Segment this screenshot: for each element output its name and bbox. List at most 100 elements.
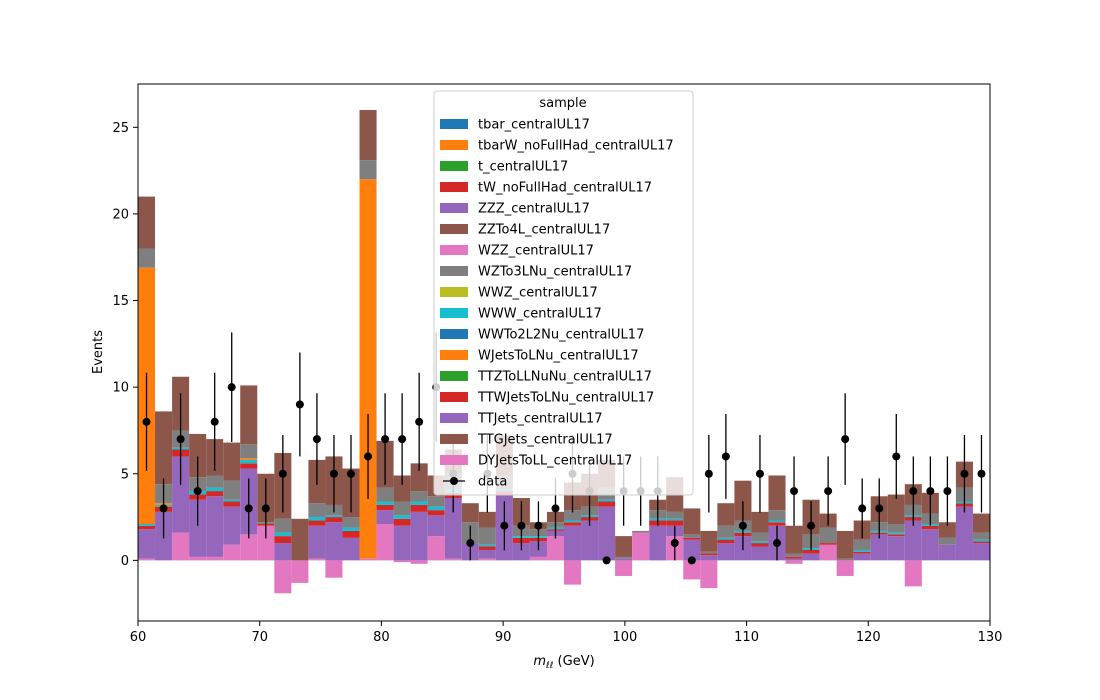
bar-segment-ttz bbox=[751, 541, 769, 544]
bar-segment-tt bbox=[410, 511, 428, 561]
bar-segment-tt bbox=[887, 536, 905, 561]
bar-segment-tt bbox=[138, 529, 156, 559]
bar-segment-wz bbox=[376, 487, 394, 502]
bar-segment-ttg bbox=[291, 518, 309, 561]
bar-segment-tt bbox=[904, 520, 922, 561]
x-tick-label: 70 bbox=[251, 630, 268, 645]
bar-segment-tt bbox=[564, 525, 582, 561]
data-point bbox=[500, 521, 509, 530]
data-point bbox=[755, 469, 764, 478]
bar-segment-wz bbox=[666, 511, 684, 519]
bar-segment-wjets bbox=[359, 179, 377, 559]
bar-segment-ttg bbox=[972, 513, 990, 533]
x-tick-label: 110 bbox=[734, 630, 759, 645]
bar-segment-ttg bbox=[836, 530, 854, 559]
bar-segment-tt bbox=[342, 537, 360, 561]
x-axis-label: mℓℓ (GeV) bbox=[533, 654, 594, 671]
data-point bbox=[210, 417, 219, 426]
bar-segment-ttw bbox=[751, 543, 769, 547]
bar-segment-tt bbox=[325, 522, 343, 561]
legend-data-marker bbox=[450, 477, 458, 485]
bar-segment-dy bbox=[308, 558, 326, 561]
data-point bbox=[670, 539, 679, 548]
legend-label: t_centralUL17 bbox=[478, 160, 568, 175]
bar-segment-dy bbox=[325, 560, 343, 578]
legend-items: tbar_centralUL17 tbarW_noFullHad_centralU… bbox=[440, 118, 674, 490]
bar-segment-ttz bbox=[717, 537, 735, 540]
bar-segment-ttw bbox=[206, 491, 224, 497]
bar-segment-ttw bbox=[564, 522, 582, 526]
bar-segment-ttw bbox=[308, 520, 326, 526]
bar-segment-ttz bbox=[138, 523, 156, 526]
bar-segment-tt bbox=[938, 544, 956, 561]
x-tick-label: 80 bbox=[373, 630, 390, 645]
bar-segment-tt bbox=[921, 529, 939, 561]
bar-segment-dy bbox=[257, 525, 275, 561]
bar-segment-ttg bbox=[734, 480, 752, 521]
x-tick-label: 130 bbox=[978, 630, 1003, 645]
x-axis-label-main: m bbox=[533, 654, 546, 669]
axes-frame bbox=[137, 83, 991, 622]
data-point bbox=[329, 469, 338, 478]
legend-label-data: data bbox=[478, 475, 507, 490]
bar-segment-dy bbox=[819, 544, 837, 561]
bar-segment-tt bbox=[615, 558, 633, 561]
bar-segment-dy bbox=[291, 560, 309, 583]
legend-swatch bbox=[440, 329, 468, 339]
bar-segment-dy bbox=[393, 560, 411, 563]
data-point bbox=[534, 521, 543, 530]
bar-segment-ttw bbox=[274, 536, 292, 544]
bar-segment-ttz bbox=[393, 515, 411, 519]
x-tick-label: 90 bbox=[495, 630, 512, 645]
bar-segment-wjets bbox=[240, 458, 258, 460]
bar-segment-ttw bbox=[376, 504, 394, 511]
legend-swatch bbox=[440, 392, 468, 402]
bar-segment-tt bbox=[955, 506, 973, 561]
legend-swatch bbox=[440, 140, 468, 150]
bar-segment-ttg bbox=[768, 475, 786, 511]
legend-swatch bbox=[440, 119, 468, 129]
y-tick-label: 15 bbox=[112, 294, 129, 309]
bar-segment-dy bbox=[632, 532, 650, 561]
legend-label: WWTo2L2Nu_centralUL17 bbox=[478, 328, 644, 343]
bar-segment-ttw bbox=[427, 510, 445, 516]
data-point bbox=[738, 521, 747, 530]
bar-segment-tt bbox=[308, 525, 326, 559]
legend-swatch bbox=[440, 266, 468, 276]
bar-segment-tt bbox=[700, 555, 718, 561]
bar-segment-ttg bbox=[189, 433, 207, 478]
bar-segment-dy bbox=[683, 560, 701, 580]
x-tick-label: 60 bbox=[130, 630, 147, 645]
bar-segment-dy bbox=[904, 560, 922, 587]
legend-swatch bbox=[440, 224, 468, 234]
data-point bbox=[773, 539, 781, 548]
legend-box bbox=[433, 90, 694, 496]
legend-swatch bbox=[440, 434, 468, 444]
data-point bbox=[926, 487, 935, 496]
data-point bbox=[244, 504, 253, 513]
bar-segment-ttg bbox=[717, 503, 735, 526]
bar-segment-tt bbox=[870, 534, 888, 561]
bar-segment-ttz bbox=[308, 517, 326, 521]
bar-segment-dy bbox=[138, 558, 156, 561]
bar-segment-wz bbox=[308, 503, 326, 518]
data-point bbox=[176, 435, 185, 444]
y-tick-label: 0 bbox=[121, 554, 129, 569]
bar-segment-dy bbox=[615, 560, 633, 576]
bar-segment-ttw bbox=[700, 553, 718, 556]
legend-label: WWW_centralUL17 bbox=[478, 307, 602, 322]
bar-segment-tt bbox=[598, 506, 616, 561]
data-point bbox=[721, 452, 730, 461]
bar-segment-dy bbox=[376, 523, 394, 561]
legend-swatch bbox=[440, 308, 468, 318]
bar-segment-dy bbox=[785, 560, 803, 564]
bar-segment-ttw bbox=[342, 530, 360, 538]
data-point bbox=[858, 504, 867, 513]
bar-segment-dy bbox=[359, 558, 377, 561]
bar-segment-dy bbox=[564, 560, 582, 585]
bar-segment-tt bbox=[444, 498, 462, 559]
bar-segment-ttg bbox=[461, 503, 479, 523]
bar-segment-wz bbox=[785, 553, 803, 557]
bar-segment-ttw bbox=[410, 504, 428, 512]
